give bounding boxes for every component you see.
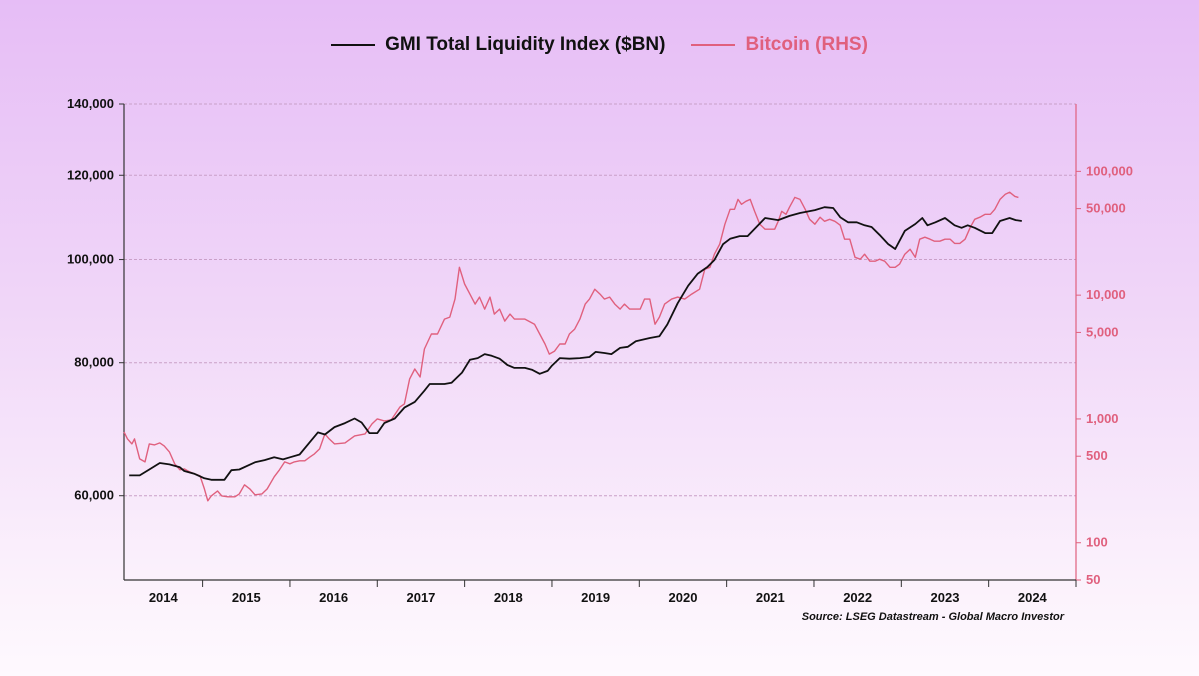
- series-line-gmi-liquidity: [129, 206, 1022, 481]
- legend-label-gmi: GMI Total Liquidity Index ($BN): [385, 34, 666, 55]
- x-tick-label: 2020: [669, 590, 698, 605]
- x-tick-label: 2016: [319, 590, 348, 605]
- legend-item-bitcoin: Bitcoin (RHS): [691, 34, 868, 56]
- x-tick-label: 2022: [843, 590, 872, 605]
- x-tick-label: 2014: [149, 590, 179, 605]
- right-tick-label: 100: [1086, 535, 1108, 550]
- left-tick-label: 120,000: [67, 167, 114, 182]
- x-tick-label: 2021: [756, 590, 785, 605]
- x-tick-label: 2019: [581, 590, 610, 605]
- right-tick-label: 10,000: [1086, 287, 1126, 302]
- legend-swatch-gmi: [331, 44, 376, 46]
- series-line-bitcoin: [123, 191, 1019, 502]
- x-tick-label: 2017: [406, 590, 435, 605]
- left-tick-label: 80,000: [74, 355, 114, 370]
- right-tick-label: 1,000: [1086, 411, 1119, 426]
- x-tick-label: 2023: [931, 590, 960, 605]
- x-tick-label: 2018: [494, 590, 523, 605]
- right-tick-label: 50: [1086, 572, 1100, 587]
- source-note: Source: LSEG Datastream - Global Macro I…: [801, 611, 1064, 623]
- left-tick-label: 100,000: [67, 252, 114, 267]
- legend-label-bitcoin: Bitcoin (RHS): [745, 34, 868, 55]
- right-tick-label: 50,000: [1086, 201, 1126, 216]
- chart-legend: GMI Total Liquidity Index ($BN) Bitcoin …: [0, 34, 1199, 56]
- right-tick-label: 5,000: [1086, 324, 1119, 339]
- legend-item-gmi: GMI Total Liquidity Index ($BN): [331, 34, 665, 56]
- legend-swatch-bitcoin: [691, 44, 736, 46]
- right-tick-label: 100,000: [1086, 163, 1133, 178]
- right-tick-label: 500: [1086, 448, 1108, 463]
- x-tick-label: 2024: [1018, 590, 1048, 605]
- left-tick-label: 140,000: [67, 96, 114, 111]
- left-tick-label: 60,000: [74, 488, 114, 503]
- x-tick-label: 2015: [232, 590, 261, 605]
